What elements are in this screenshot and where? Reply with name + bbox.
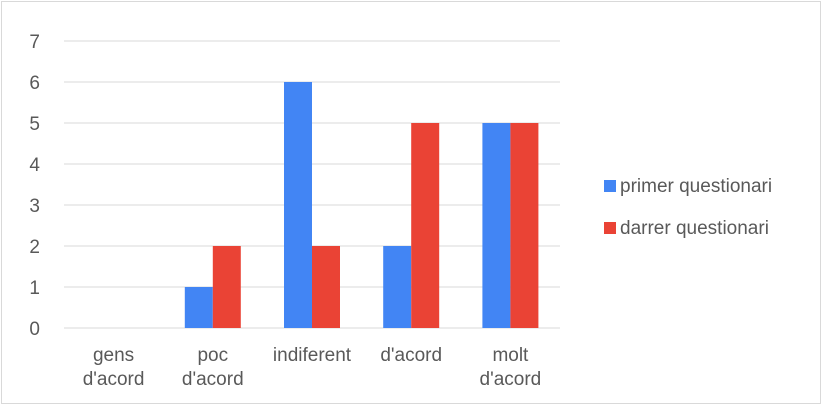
bar-primer-1 [184, 287, 213, 328]
bar-darrer-3 [411, 123, 440, 328]
y-tick-label: 0 [29, 319, 40, 340]
y-tick-label: 5 [29, 114, 40, 135]
bar-darrer-4 [510, 123, 539, 328]
x-category-label: molt d'acord [480, 345, 542, 390]
y-tick-label: 1 [29, 278, 40, 299]
legend-swatch-darrer [604, 222, 616, 234]
bar-primer-4 [482, 123, 511, 328]
legend-label-primer: primer questionari [620, 176, 772, 197]
bar-primer-3 [383, 246, 412, 328]
x-category-label: gens d'acord [83, 345, 145, 390]
y-tick-label: 7 [29, 32, 40, 53]
legend: primer questionari darrer questionari [604, 176, 772, 239]
x-category-label: indiferent [273, 345, 352, 366]
x-category-label: poc d'acord [182, 345, 244, 390]
legend-label-darrer: darrer questionari [620, 218, 769, 239]
bar-darrer-2 [312, 246, 340, 328]
x-category-label: d'acord [380, 345, 442, 366]
bars [184, 82, 539, 328]
y-axis-ticks: 0 1 2 3 4 5 6 7 [29, 32, 40, 340]
y-tick-label: 2 [29, 237, 40, 258]
y-tick-label: 6 [29, 73, 40, 94]
y-tick-label: 4 [29, 155, 40, 176]
legend-swatch-primer [604, 180, 616, 192]
bar-darrer-1 [212, 246, 241, 328]
x-axis-categories: gens d'acord poc d'acord indiferent d'acord mo… [83, 345, 542, 390]
bar-primer-2 [284, 82, 312, 328]
y-tick-label: 3 [29, 196, 40, 217]
